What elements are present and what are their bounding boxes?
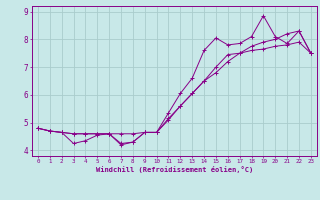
X-axis label: Windchill (Refroidissement éolien,°C): Windchill (Refroidissement éolien,°C) <box>96 166 253 173</box>
